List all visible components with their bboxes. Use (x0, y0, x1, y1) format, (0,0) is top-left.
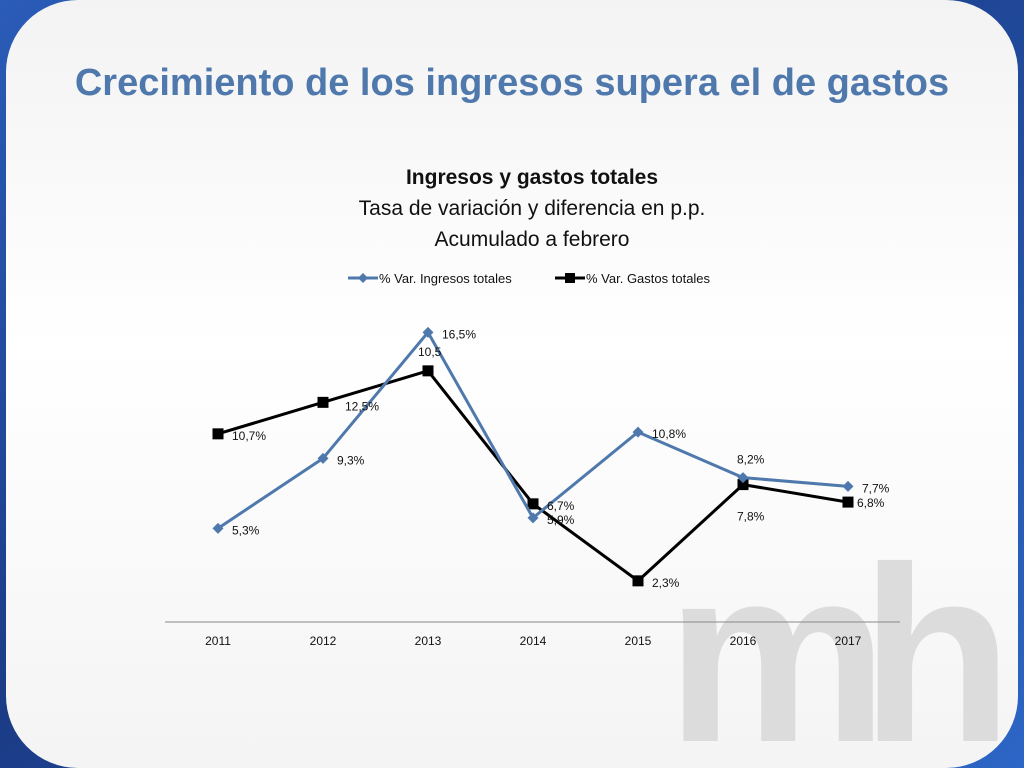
data-point-gastos (842, 496, 854, 508)
chart-title: Ingresos y gastos totales (405, 166, 659, 189)
data-label-gastos: 10,7% (232, 429, 266, 443)
data-point-ingresos (632, 426, 644, 438)
data-label-gastos: 6,7% (547, 499, 575, 513)
data-label-ingresos: 7,7% (862, 481, 890, 495)
watermark-logo: mh (666, 515, 1013, 768)
x-tick-label: 2011 (205, 634, 231, 648)
slide-panel: mh (6, 0, 1018, 768)
data-label-ingresos: 9,3% (337, 453, 365, 467)
chart-subtitle-2: Acumulado a febrero (434, 228, 630, 251)
data-point-gastos (632, 575, 644, 587)
data-label-gastos: 6,8% (857, 496, 885, 510)
data-point-ingresos (317, 452, 329, 464)
data-point-ingresos (212, 522, 224, 534)
x-tick-label: 2015 (625, 634, 652, 648)
data-point-gastos (737, 479, 749, 491)
data-point-ingresos (737, 472, 749, 484)
legend-label: % Var. Gastos totales (586, 271, 711, 286)
legend-marker-diamond (358, 273, 368, 283)
chart-subtitle-1: Tasa de variación y diferencia en p.p. (358, 197, 706, 220)
data-label-gastos: 12,5% (345, 399, 379, 413)
x-tick-label: 2016 (730, 634, 757, 648)
data-point-gastos (212, 428, 224, 440)
data-label-gastos: 7,8% (737, 510, 765, 524)
data-point-gastos (317, 396, 329, 408)
data-label-ingresos: 16,5% (442, 327, 476, 341)
x-tick-label: 2014 (520, 634, 547, 648)
x-tick-label: 2017 (835, 634, 862, 648)
x-tick-label: 2013 (415, 634, 442, 648)
slide-title: Crecimiento de los ingresos supera el de… (74, 62, 950, 104)
data-point-ingresos (527, 512, 539, 524)
legend-label: % Var. Ingresos totales (379, 271, 512, 286)
data-label-ingresos: 5,9% (547, 513, 575, 527)
data-label-gastos: 2,3% (652, 576, 680, 590)
x-tick-label: 2012 (310, 634, 337, 648)
data-label-ingresos: 8,2% (737, 453, 765, 467)
data-point-gastos (527, 498, 539, 510)
data-label-ingresos: 10,8% (652, 427, 686, 441)
data-point-ingresos (422, 326, 434, 338)
data-point-gastos (422, 365, 434, 377)
data-point-ingresos (842, 480, 854, 492)
data-label-ingresos: 5,3% (232, 523, 260, 537)
legend-marker-square (565, 273, 575, 283)
data-label-gastos: 10,5 (418, 345, 442, 359)
series-line-gastos (217, 369, 849, 583)
